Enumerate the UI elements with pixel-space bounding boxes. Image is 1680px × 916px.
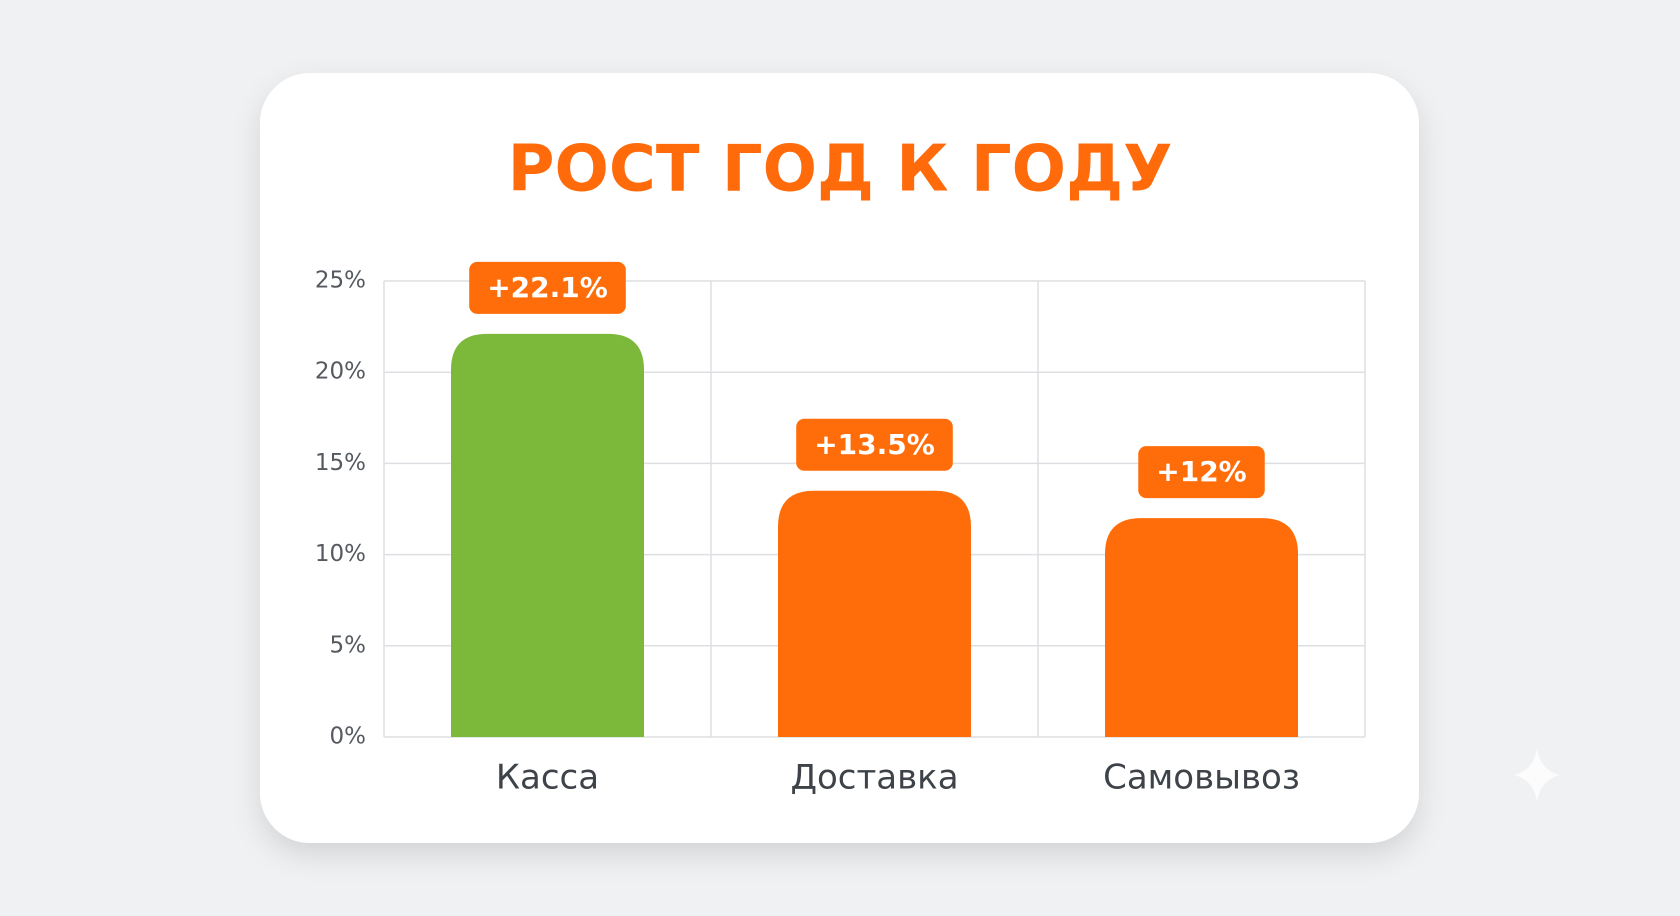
value-label-box [469, 261, 626, 314]
chart-title: РОСТ ГОД К ГОДУ [508, 133, 1173, 207]
bar [451, 333, 644, 737]
y-tick-label: 5% [330, 632, 367, 658]
y-tick-label: 20% [315, 359, 366, 385]
value-label: +12% [1156, 455, 1246, 488]
y-tick-label: 0% [330, 724, 367, 750]
y-tick-label: 15% [315, 450, 366, 476]
x-tick-label: Доставка [790, 758, 958, 798]
value-label: +13.5% [814, 428, 935, 461]
bar [1105, 518, 1298, 737]
bar [778, 490, 971, 737]
value-label: +22.1% [487, 271, 608, 304]
value-label-box [796, 418, 953, 471]
sparkle-icon [1514, 748, 1560, 802]
y-tick-label: 25% [315, 268, 366, 294]
value-label-box [1138, 446, 1265, 499]
y-tick-label: 10% [315, 541, 366, 567]
x-tick-label: Касса [496, 758, 599, 798]
x-tick-label: Самовывоз [1103, 758, 1300, 798]
